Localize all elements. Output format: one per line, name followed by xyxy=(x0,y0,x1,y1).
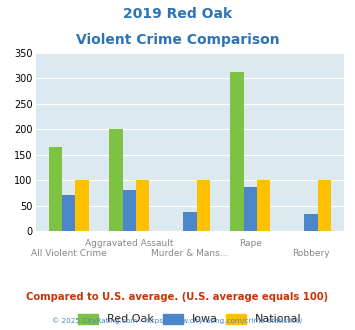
Bar xyxy=(318,180,331,231)
Bar xyxy=(230,72,244,231)
Text: Rape: Rape xyxy=(239,239,262,248)
Text: Murder & Mans...: Murder & Mans... xyxy=(151,249,229,258)
Bar xyxy=(76,180,89,231)
Bar xyxy=(304,214,318,231)
Bar xyxy=(244,187,257,231)
Bar xyxy=(49,147,62,231)
Text: Compared to U.S. average. (U.S. average equals 100): Compared to U.S. average. (U.S. average … xyxy=(26,292,329,302)
Bar xyxy=(123,190,136,231)
Legend: Red Oak, Iowa, National: Red Oak, Iowa, National xyxy=(73,309,306,329)
Bar xyxy=(183,212,197,231)
Text: 2019 Red Oak: 2019 Red Oak xyxy=(123,7,232,20)
Text: All Violent Crime: All Violent Crime xyxy=(31,249,107,258)
Bar xyxy=(62,195,76,231)
Text: Aggravated Assault: Aggravated Assault xyxy=(85,239,174,248)
Bar xyxy=(136,180,149,231)
Text: Robbery: Robbery xyxy=(292,249,330,258)
Bar xyxy=(257,180,271,231)
Bar xyxy=(197,180,210,231)
Text: © 2025 CityRating.com - https://www.cityrating.com/crime-statistics/: © 2025 CityRating.com - https://www.city… xyxy=(53,317,302,324)
Text: Violent Crime Comparison: Violent Crime Comparison xyxy=(76,33,279,47)
Bar xyxy=(109,129,123,231)
